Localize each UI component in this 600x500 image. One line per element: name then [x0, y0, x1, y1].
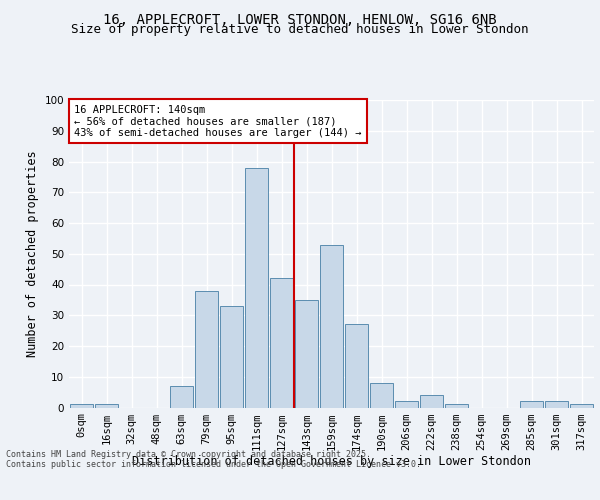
Bar [445, 404, 469, 407]
Bar [419, 395, 443, 407]
Bar [194, 290, 218, 408]
Y-axis label: Number of detached properties: Number of detached properties [26, 150, 39, 357]
Bar [269, 278, 293, 407]
Text: Size of property relative to detached houses in Lower Stondon: Size of property relative to detached ho… [71, 22, 529, 36]
Bar [545, 402, 568, 407]
X-axis label: Distribution of detached houses by size in Lower Stondon: Distribution of detached houses by size … [132, 456, 531, 468]
Bar [95, 404, 118, 407]
Text: 16 APPLECROFT: 140sqm
← 56% of detached houses are smaller (187)
43% of semi-det: 16 APPLECROFT: 140sqm ← 56% of detached … [74, 104, 362, 138]
Bar [520, 402, 544, 407]
Text: Contains HM Land Registry data © Crown copyright and database right 2025.
Contai: Contains HM Land Registry data © Crown c… [6, 450, 421, 469]
Bar [245, 168, 268, 408]
Bar [295, 300, 319, 408]
Bar [170, 386, 193, 407]
Bar [370, 383, 394, 407]
Bar [320, 244, 343, 408]
Bar [395, 402, 418, 407]
Bar [220, 306, 244, 408]
Bar [569, 404, 593, 407]
Bar [344, 324, 368, 407]
Text: 16, APPLECROFT, LOWER STONDON, HENLOW, SG16 6NB: 16, APPLECROFT, LOWER STONDON, HENLOW, S… [103, 12, 497, 26]
Bar [70, 404, 94, 407]
